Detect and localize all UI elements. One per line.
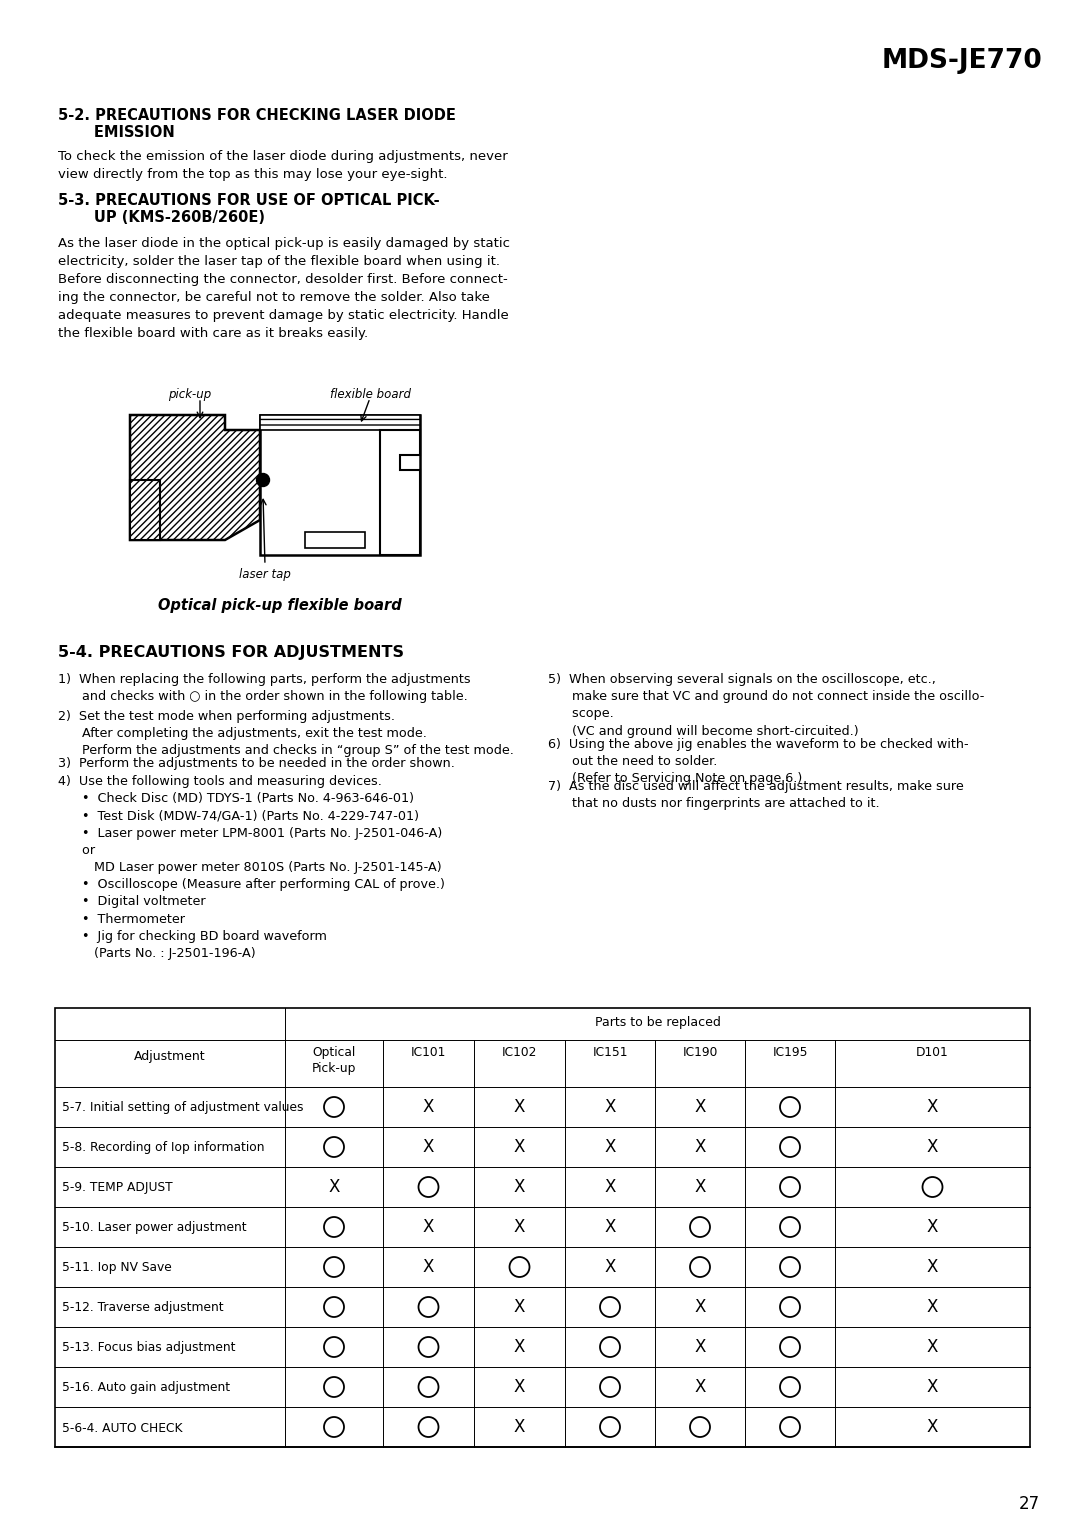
Text: X: X: [927, 1297, 939, 1316]
Text: 4)  Use the following tools and measuring devices.
      •  Check Disc (MD) TDYS: 4) Use the following tools and measuring…: [58, 775, 445, 960]
Text: IC102: IC102: [502, 1047, 537, 1059]
Text: IC101: IC101: [410, 1047, 446, 1059]
Text: 5-11. Iop NV Save: 5-11. Iop NV Save: [62, 1262, 172, 1274]
Text: X: X: [514, 1418, 525, 1436]
Polygon shape: [260, 416, 420, 555]
Text: X: X: [694, 1378, 705, 1397]
Text: X: X: [514, 1378, 525, 1397]
Text: X: X: [605, 1178, 616, 1196]
Text: X: X: [605, 1099, 616, 1115]
Text: 5-4. PRECAUTIONS FOR ADJUSTMENTS: 5-4. PRECAUTIONS FOR ADJUSTMENTS: [58, 645, 404, 660]
Polygon shape: [130, 416, 260, 539]
Text: X: X: [514, 1339, 525, 1355]
Text: 5-3. PRECAUTIONS FOR USE OF OPTICAL PICK-: 5-3. PRECAUTIONS FOR USE OF OPTICAL PICK…: [58, 193, 440, 208]
Text: X: X: [694, 1178, 705, 1196]
Text: 5-6-4. AUTO CHECK: 5-6-4. AUTO CHECK: [62, 1421, 183, 1435]
Text: To check the emission of the laser diode during adjustments, never
view directly: To check the emission of the laser diode…: [58, 150, 508, 180]
Text: 5-8. Recording of Iop information: 5-8. Recording of Iop information: [62, 1141, 265, 1155]
Text: X: X: [927, 1099, 939, 1115]
Polygon shape: [380, 429, 420, 555]
Text: X: X: [927, 1218, 939, 1236]
Text: EMISSION: EMISSION: [58, 125, 175, 141]
Text: X: X: [927, 1258, 939, 1276]
Text: X: X: [605, 1258, 616, 1276]
Text: 6)  Using the above jig enables the waveform to be checked with-
      out the n: 6) Using the above jig enables the wavef…: [548, 738, 969, 785]
Text: Optical
Pick-up: Optical Pick-up: [312, 1047, 356, 1076]
Text: UP (KMS-260B/260E): UP (KMS-260B/260E): [58, 209, 265, 225]
Text: 5-7. Initial setting of adjustment values: 5-7. Initial setting of adjustment value…: [62, 1102, 303, 1114]
Text: X: X: [927, 1138, 939, 1157]
Text: 5-16. Auto gain adjustment: 5-16. Auto gain adjustment: [62, 1381, 230, 1395]
Text: X: X: [328, 1178, 340, 1196]
Text: D101: D101: [916, 1047, 949, 1059]
Text: X: X: [514, 1178, 525, 1196]
Text: X: X: [605, 1218, 616, 1236]
Text: X: X: [422, 1138, 434, 1157]
Text: X: X: [927, 1378, 939, 1397]
Text: X: X: [694, 1099, 705, 1115]
Bar: [55, 1008, 1030, 1447]
Bar: [305, 532, 365, 549]
Text: 5)  When observing several signals on the oscilloscope, etc.,
      make sure th: 5) When observing several signals on the…: [548, 672, 984, 738]
Text: X: X: [514, 1138, 525, 1157]
Text: 5-2. PRECAUTIONS FOR CHECKING LASER DIODE: 5-2. PRECAUTIONS FOR CHECKING LASER DIOD…: [58, 108, 456, 122]
Polygon shape: [260, 416, 420, 429]
Text: Parts to be replaced: Parts to be replaced: [595, 1016, 720, 1028]
Text: 5-10. Laser power adjustment: 5-10. Laser power adjustment: [62, 1221, 246, 1235]
Text: X: X: [422, 1218, 434, 1236]
Text: As the laser diode in the optical pick-up is easily damaged by static
electricit: As the laser diode in the optical pick-u…: [58, 237, 510, 341]
Text: IC195: IC195: [772, 1047, 808, 1059]
Text: 2)  Set the test mode when performing adjustments.
      After completing the ad: 2) Set the test mode when performing adj…: [58, 711, 514, 758]
Text: X: X: [927, 1339, 939, 1355]
Text: laser tap: laser tap: [239, 568, 291, 581]
Text: X: X: [514, 1218, 525, 1236]
Text: 7)  As the disc used will affect the adjustment results, make sure
      that no: 7) As the disc used will affect the adju…: [548, 779, 963, 810]
Text: flexible board: flexible board: [329, 388, 410, 400]
Circle shape: [257, 474, 270, 486]
Text: X: X: [422, 1099, 434, 1115]
Text: X: X: [927, 1418, 939, 1436]
Text: 27: 27: [1018, 1494, 1040, 1513]
Text: X: X: [694, 1339, 705, 1355]
Text: 5-9. TEMP ADJUST: 5-9. TEMP ADJUST: [62, 1181, 173, 1195]
Text: IC151: IC151: [592, 1047, 627, 1059]
Text: MDS-JE770: MDS-JE770: [881, 47, 1042, 73]
Text: X: X: [694, 1138, 705, 1157]
Text: 3)  Perform the adjustments to be needed in the order shown.: 3) Perform the adjustments to be needed …: [58, 756, 455, 770]
Text: X: X: [514, 1099, 525, 1115]
Text: X: X: [605, 1138, 616, 1157]
Polygon shape: [130, 480, 160, 539]
Text: Adjustment: Adjustment: [134, 1050, 206, 1063]
Text: IC190: IC190: [683, 1047, 718, 1059]
Text: X: X: [514, 1297, 525, 1316]
Text: X: X: [694, 1297, 705, 1316]
Text: Optical pick-up flexible board: Optical pick-up flexible board: [158, 597, 402, 613]
Text: X: X: [422, 1258, 434, 1276]
Text: 5-12. Traverse adjustment: 5-12. Traverse adjustment: [62, 1302, 224, 1314]
Text: 1)  When replacing the following parts, perform the adjustments
      and checks: 1) When replacing the following parts, p…: [58, 672, 471, 703]
Text: pick-up: pick-up: [168, 388, 212, 400]
Text: 5-13. Focus bias adjustment: 5-13. Focus bias adjustment: [62, 1342, 235, 1354]
